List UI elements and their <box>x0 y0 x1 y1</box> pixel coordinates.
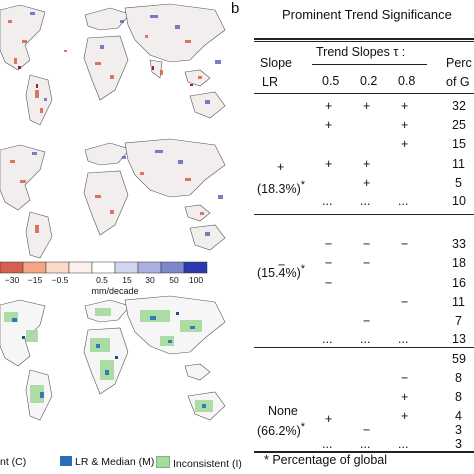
cell-pct: 32 <box>452 99 466 113</box>
cell: − <box>401 295 409 309</box>
cell: + <box>401 390 409 404</box>
cell: ... <box>322 437 333 451</box>
cell: − <box>325 256 333 270</box>
cell: ... <box>398 437 409 451</box>
colorbar-tick: −30 <box>4 275 20 285</box>
cell-pct: 16 <box>452 276 466 290</box>
cell-pct: 59 <box>452 352 466 366</box>
cell: − <box>363 423 371 437</box>
cell-pct: 3 <box>455 437 462 451</box>
cell-pct: 11 <box>452 295 465 309</box>
cell-pct: 3 <box>455 423 462 437</box>
colorbar <box>0 261 208 274</box>
header-trend-slopes: Trend Slopes τ : <box>316 45 406 59</box>
colorbar-tick: −0.5 <box>51 275 69 285</box>
cell-pct: 13 <box>452 332 466 346</box>
cell: + <box>401 99 409 113</box>
cell: − <box>363 256 371 270</box>
cell: − <box>325 276 333 290</box>
trend-map-lr <box>0 3 226 126</box>
cell: − <box>363 237 371 251</box>
header-slope: Slope <box>260 56 292 70</box>
header-tau: 0.8 <box>398 74 416 88</box>
cell-pct: 8 <box>455 390 462 404</box>
colorbar-tick: 100 <box>188 275 204 285</box>
table-top-rule <box>254 38 474 40</box>
colorbar-tick: −15 <box>27 275 43 285</box>
group-symbol: None <box>268 404 298 418</box>
legend-swatch <box>156 456 170 468</box>
header-pct: of G <box>446 75 470 89</box>
cell-pct: 15 <box>452 137 466 151</box>
cell: − <box>325 237 333 251</box>
legend-label: Inconsistent (I) <box>173 458 242 470</box>
cell-pct: 8 <box>455 371 462 385</box>
colorbar-tick: 15 <box>122 275 132 285</box>
colorbar-tick: 50 <box>169 275 179 285</box>
colorbar-tick: 0.5 <box>96 275 108 285</box>
cell: + <box>363 176 371 190</box>
group-divider <box>254 347 474 348</box>
cell: − <box>401 371 409 385</box>
colorbar-ticks: −30 −15 −0.5 0.5 15 30 50 100 <box>0 275 232 287</box>
group-symbol: − <box>278 258 286 272</box>
cell: ... <box>360 437 371 451</box>
cell: ... <box>360 332 371 346</box>
table-top-rule-2 <box>254 41 474 42</box>
trend-map-median <box>0 138 226 259</box>
group-pct: (18.3%)* <box>257 179 306 197</box>
cell: + <box>401 409 409 423</box>
cell: ... <box>322 332 333 346</box>
header-lr: LR <box>262 75 278 89</box>
cell: ... <box>360 194 371 208</box>
cell: + <box>325 118 333 132</box>
cell: + <box>363 99 371 113</box>
cell-pct: 4 <box>455 409 462 423</box>
cell: + <box>401 118 409 132</box>
cell: ... <box>322 194 333 208</box>
group-divider <box>254 214 474 215</box>
cell-pct: 10 <box>452 194 466 208</box>
cell: + <box>401 137 409 151</box>
cell: − <box>401 237 409 251</box>
maps-panel <box>0 3 226 421</box>
group-pct: (66.2%)* <box>257 421 306 439</box>
cell-pct: 5 <box>455 176 462 190</box>
cell-pct: 33 <box>452 237 466 251</box>
cell: ... <box>398 194 409 208</box>
cell-pct: 7 <box>455 314 462 328</box>
cell: − <box>363 314 371 328</box>
panel-b-letter: b <box>231 0 240 17</box>
header-pct: Perc <box>446 56 472 70</box>
header-tau: 0.5 <box>322 74 340 88</box>
cell: + <box>325 157 333 171</box>
cell-pct: 18 <box>452 256 466 270</box>
legend-label: LR & Median (M) <box>75 456 155 468</box>
table-bottom-rule <box>254 451 474 453</box>
legend-item: LR & Median (M) <box>60 456 154 468</box>
cell: ... <box>398 332 409 346</box>
group-pct: (15.4%)* <box>257 263 306 281</box>
group-symbol: + <box>277 160 285 174</box>
cell-pct: 25 <box>452 118 466 132</box>
header-tau: 0.2 <box>360 74 378 88</box>
footnote: * Percentage of global <box>264 453 388 467</box>
header-subrule <box>312 64 427 65</box>
cell-pct: 11 <box>452 157 465 171</box>
table-title: Prominent Trend Significance <box>282 7 452 22</box>
header-bottom-rule <box>254 93 474 94</box>
legend-swatch <box>60 456 72 466</box>
colorbar-tick: 30 <box>145 275 155 285</box>
legend-item: Inconsistent (I) <box>156 456 242 470</box>
cell: + <box>363 157 371 171</box>
cell: + <box>325 412 333 426</box>
cell: + <box>325 99 333 113</box>
colorbar-units: mm/decade <box>91 286 139 296</box>
classification-map <box>0 295 226 421</box>
legend-item: nt (C) <box>0 456 26 468</box>
legend-label: nt (C) <box>0 456 27 468</box>
